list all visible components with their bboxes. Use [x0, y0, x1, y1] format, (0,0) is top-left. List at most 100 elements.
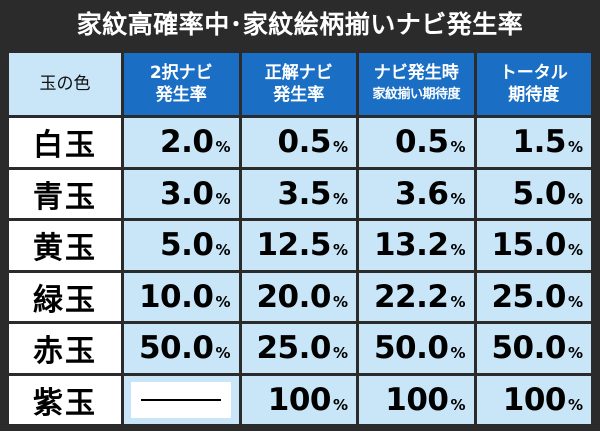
header-col-4-line2: 期待度: [508, 85, 560, 105]
header-ball-color: 玉の色: [9, 53, 121, 115]
cell-value: 20.0: [256, 278, 331, 315]
header-col-4-line1: トータル: [499, 63, 568, 83]
percent-sign: %: [567, 344, 583, 363]
percent-sign: %: [332, 189, 348, 208]
header-col-2: 正解ナビ 発生率: [241, 53, 356, 115]
table-cell: 50.0%: [124, 324, 239, 373]
cell-value: 10.0: [138, 278, 214, 315]
table-cell: 5.0%: [476, 169, 591, 218]
percent-sign: %: [450, 344, 466, 363]
cell-value: 2.0: [160, 124, 214, 161]
table-body: 白玉 2.0% 0.5% 0.5% 1.5% 青玉 3.0% 3.5% 3.6% 5.0% 黄玉 5.…: [9, 118, 591, 424]
percent-sign: %: [450, 138, 466, 157]
cell-value: 0.5: [395, 124, 449, 161]
percent-sign: %: [567, 292, 583, 311]
row-label: 白玉: [9, 118, 121, 167]
cell-value: 100: [502, 381, 567, 418]
dash-placeholder: [131, 381, 232, 418]
cell-value: 100: [385, 381, 449, 418]
table-cell: 100%: [241, 375, 356, 424]
table-cell: 25.0%: [476, 272, 591, 321]
table-cell: 15.0%: [476, 221, 591, 270]
table-cell: 13.2%: [359, 221, 474, 270]
header-col-1-line1: 2択ナビ: [149, 63, 213, 83]
cell-value: 15.0: [491, 227, 566, 264]
percent-sign: %: [450, 189, 466, 208]
cell-value: 3.6: [395, 175, 449, 212]
percent-sign: %: [450, 241, 466, 260]
header-col-4: トータル 期待度: [476, 53, 591, 115]
percent-sign: %: [450, 292, 466, 311]
cell-value: 100: [267, 381, 332, 418]
header-col-3-line2: 家紋揃い期待度: [372, 87, 460, 102]
table-cell: 12.5%: [241, 221, 356, 270]
percent-sign: %: [332, 241, 348, 260]
cell-value: 13.2: [373, 227, 449, 264]
table-cell: 0.5%: [359, 118, 474, 167]
table-cell: 1.5%: [476, 118, 591, 167]
table-row: 白玉 2.0% 0.5% 0.5% 1.5%: [9, 118, 591, 167]
table-cell: 3.5%: [241, 169, 356, 218]
row-label: 青玉: [9, 169, 121, 218]
percent-sign: %: [215, 138, 231, 157]
header-col-2-line1: 正解ナビ: [264, 63, 333, 83]
table-cell: 25.0%: [241, 324, 356, 373]
table-cell: 100%: [476, 375, 591, 424]
cell-value: 25.0: [256, 330, 331, 367]
percent-sign: %: [332, 292, 348, 311]
cell-value: 50.0: [138, 330, 214, 367]
cell-value: 3.5: [277, 175, 332, 212]
table-cell-empty: [124, 375, 239, 424]
cell-value: 0.5: [277, 124, 332, 161]
cell-value: 3.0: [160, 175, 214, 212]
row-label: 緑玉: [9, 272, 121, 321]
header-col-1: 2択ナビ 発生率: [124, 53, 239, 115]
row-label: 黄玉: [9, 221, 121, 270]
dash-line: [141, 398, 222, 401]
header-col-3: ナビ発生時 家紋揃い期待度: [359, 53, 474, 115]
percent-sign: %: [450, 395, 466, 414]
navi-rate-table: 玉の色 2択ナビ 発生率 正解ナビ 発生率 ナビ発生時 家紋揃い期待度 トータル…: [6, 50, 594, 427]
percent-sign: %: [567, 241, 583, 260]
table-cell: 20.0%: [241, 272, 356, 321]
table-cell: 0.5%: [241, 118, 356, 167]
row-label: 赤玉: [9, 324, 121, 373]
table-cell: 10.0%: [124, 272, 239, 321]
table-cell: 2.0%: [124, 118, 239, 167]
table-row: 紫玉 100% 100% 100%: [9, 375, 591, 424]
cell-value: 5.0: [512, 175, 567, 212]
cell-value: 50.0: [373, 330, 449, 367]
percent-sign: %: [215, 241, 231, 260]
percent-sign: %: [215, 292, 231, 311]
table-cell: 5.0%: [124, 221, 239, 270]
table-cell: 50.0%: [359, 324, 474, 373]
percent-sign: %: [567, 395, 583, 414]
table-row: 黄玉 5.0% 12.5% 13.2% 15.0%: [9, 221, 591, 270]
table-cell: 3.6%: [359, 169, 474, 218]
table-row: 赤玉 50.0% 25.0% 50.0% 50.0%: [9, 324, 591, 373]
table-cell: 22.2%: [359, 272, 474, 321]
header-col-2-line2: 発生率: [273, 85, 325, 105]
cell-value: 12.5: [256, 227, 331, 264]
header-row: 玉の色 2択ナビ 発生率 正解ナビ 発生率 ナビ発生時 家紋揃い期待度 トータル…: [9, 53, 591, 115]
percent-sign: %: [215, 189, 231, 208]
percent-sign: %: [332, 344, 348, 363]
cell-value: 25.0: [491, 278, 566, 315]
percent-sign: %: [567, 189, 583, 208]
table-row: 緑玉 10.0% 20.0% 22.2% 25.0%: [9, 272, 591, 321]
table-cell: 100%: [359, 375, 474, 424]
percent-sign: %: [215, 344, 231, 363]
cell-value: 50.0: [491, 330, 566, 367]
row-label: 紫玉: [9, 375, 121, 424]
header-col-1-line2: 発生率: [155, 85, 207, 105]
percent-sign: %: [332, 138, 348, 157]
table-cell: 50.0%: [476, 324, 591, 373]
table-cell: 3.0%: [124, 169, 239, 218]
header-col-3-line1: ナビ発生時: [373, 63, 459, 83]
percent-sign: %: [332, 395, 348, 414]
percent-sign: %: [567, 138, 583, 157]
cell-value: 22.2: [373, 278, 449, 315]
cell-value: 5.0: [160, 227, 214, 264]
table-row: 青玉 3.0% 3.5% 3.6% 5.0%: [9, 169, 591, 218]
